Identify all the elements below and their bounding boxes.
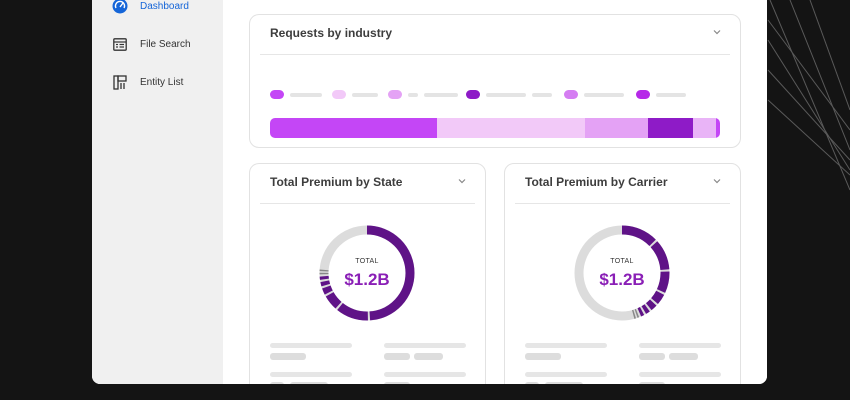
donut-segment: [319, 225, 415, 321]
legend-label-placeholder: [424, 93, 458, 97]
sidebar-item-label: Entity List: [140, 76, 184, 88]
legend-label-placeholder: [532, 93, 552, 97]
carrier-card: Total Premium by Carrier: [504, 163, 741, 384]
industry-bar-segment[interactable]: [585, 118, 648, 138]
stat-placeholder: [525, 382, 539, 384]
sidebar-item-file-search[interactable]: File Search: [112, 34, 191, 54]
stat-placeholder: [669, 353, 698, 360]
stat-placeholder: [639, 382, 665, 384]
stat-placeholder: [270, 343, 352, 348]
industry-bar-segment[interactable]: [648, 118, 693, 138]
legend-swatch: [636, 90, 650, 99]
legend-label-placeholder: [656, 93, 686, 97]
donut-total-value: $1.2B: [599, 270, 645, 289]
entity-list-icon: [112, 74, 128, 90]
legend-swatch: [466, 90, 480, 99]
donut-segment: [319, 225, 415, 321]
card-divider: [515, 203, 730, 204]
legend-swatch: [270, 90, 284, 99]
industry-card-title: Requests by industry: [270, 26, 393, 40]
stat-placeholder: [384, 372, 466, 377]
stat-placeholder: [384, 382, 410, 384]
file-search-icon: [112, 36, 128, 52]
state-card: Total Premium by State TOTAL: [249, 163, 486, 384]
legend-swatch: [388, 90, 402, 99]
card-divider: [260, 54, 730, 55]
sidebar-item-dashboard[interactable]: Dashboard: [112, 0, 189, 16]
sidebar-item-label: File Search: [140, 38, 191, 50]
sidebar: Dashboard File Search: [92, 0, 223, 384]
legend-swatch: [332, 90, 346, 99]
donut-segment: [574, 225, 670, 321]
card-divider: [260, 203, 475, 204]
legend-label-placeholder: [408, 93, 418, 97]
legend-label-placeholder: [584, 93, 624, 97]
chevron-down-icon[interactable]: [457, 176, 467, 186]
stat-placeholder: [525, 353, 561, 360]
industry-stacked-bar[interactable]: [270, 118, 720, 138]
main-content: Requests by industry: [223, 0, 767, 384]
stat-placeholder: [384, 353, 410, 360]
stat-placeholder: [270, 353, 306, 360]
stat-placeholder: [639, 353, 665, 360]
chevron-down-icon[interactable]: [712, 27, 722, 37]
industry-bar-segment[interactable]: [436, 118, 585, 138]
industry-bar-segment[interactable]: [693, 118, 716, 138]
donut-total-label: TOTAL: [610, 258, 634, 265]
donut-segment: [574, 225, 670, 321]
carrier-donut-chart[interactable]: [562, 213, 682, 333]
stat-placeholder: [270, 382, 284, 384]
stat-placeholder: [639, 343, 721, 348]
stat-placeholder: [525, 343, 607, 348]
state-donut-chart[interactable]: [307, 213, 427, 333]
stat-placeholder: [414, 353, 443, 360]
app-window: Dashboard File Search: [92, 0, 767, 384]
donut-segment: [319, 225, 415, 321]
stat-placeholder: [290, 382, 328, 384]
stat-placeholder: [270, 372, 352, 377]
legend-label-placeholder: [290, 93, 322, 97]
dashboard-gauge-icon: [112, 0, 128, 14]
stat-placeholder: [545, 382, 583, 384]
donut-total-label: TOTAL: [355, 258, 379, 265]
sidebar-item-entity-list[interactable]: Entity List: [112, 72, 183, 92]
chevron-down-icon[interactable]: [712, 176, 722, 186]
donut-total-value: $1.2B: [344, 270, 390, 289]
stat-placeholder: [525, 372, 607, 377]
legend-swatch: [564, 90, 578, 99]
industry-bar-segment[interactable]: [715, 118, 720, 138]
industry-card: Requests by industry: [249, 14, 741, 148]
state-card-title: Total Premium by State: [270, 175, 403, 189]
industry-bar-segment[interactable]: [270, 118, 437, 138]
legend-label-placeholder: [486, 93, 526, 97]
stat-placeholder: [384, 343, 466, 348]
legend-label-placeholder: [352, 93, 378, 97]
sidebar-item-label: Dashboard: [140, 0, 189, 12]
carrier-card-title: Total Premium by Carrier: [525, 175, 668, 189]
industry-legend: [270, 88, 710, 100]
stat-placeholder: [639, 372, 721, 377]
